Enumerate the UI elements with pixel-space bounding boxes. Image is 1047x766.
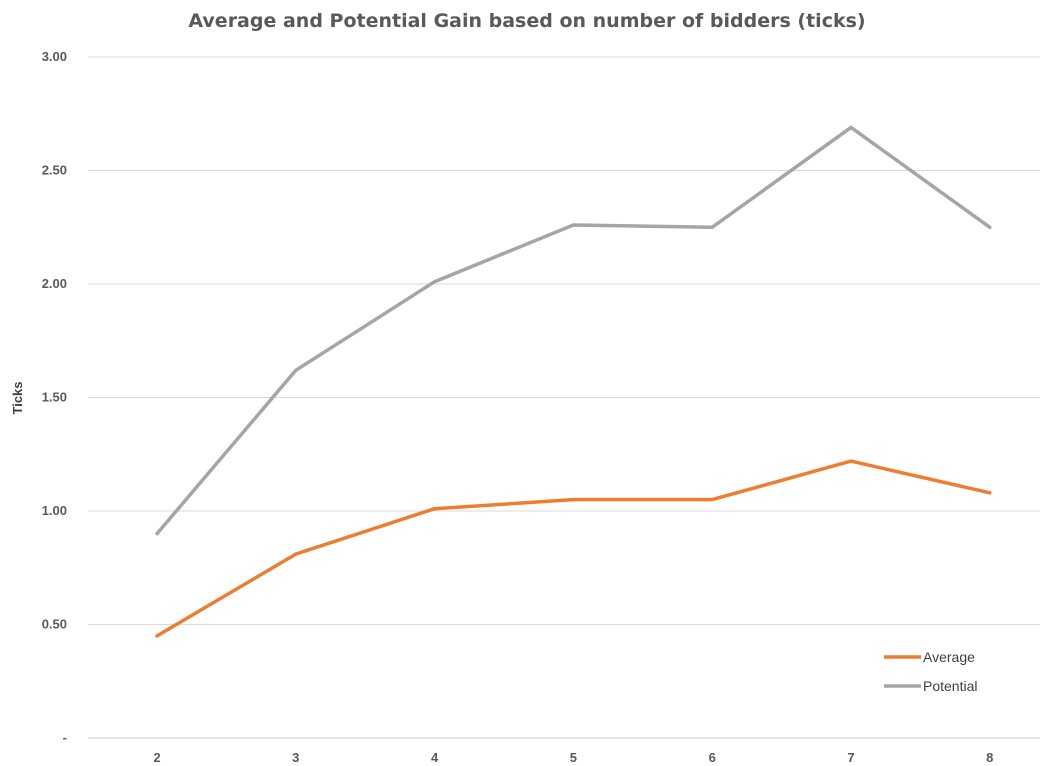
legend-label-average: Average bbox=[923, 649, 975, 665]
y-axis-ticks: - 0.50 1.00 1.50 2.00 2.50 3.00 bbox=[42, 49, 67, 745]
y-tick-label: 1.50 bbox=[42, 390, 67, 405]
y-tick-label: 0.50 bbox=[42, 617, 67, 632]
x-tick-label: 2 bbox=[153, 750, 160, 765]
series-lines bbox=[155, 125, 992, 638]
x-tick-label: 7 bbox=[847, 750, 854, 765]
gridlines bbox=[88, 56, 1040, 739]
y-tick-label: - bbox=[63, 730, 67, 745]
x-tick-label: 4 bbox=[431, 750, 439, 765]
y-tick-label: 2.00 bbox=[42, 276, 67, 291]
y-tick-label: 3.00 bbox=[42, 49, 67, 64]
series-line-potential bbox=[155, 125, 992, 536]
x-tick-label: 6 bbox=[709, 750, 716, 765]
y-axis-label: Ticks bbox=[10, 381, 25, 414]
chart-title: Average and Potential Gain based on numb… bbox=[188, 10, 865, 32]
x-tick-label: 5 bbox=[570, 750, 577, 765]
x-axis-ticks: 2 3 4 5 6 7 8 bbox=[153, 750, 993, 765]
x-tick-label: 8 bbox=[986, 750, 993, 765]
x-tick-label: 3 bbox=[292, 750, 299, 765]
y-tick-label: 2.50 bbox=[42, 163, 67, 178]
y-tick-label: 1.00 bbox=[42, 503, 67, 518]
series-line-average bbox=[155, 459, 992, 638]
legend: Average Potential bbox=[884, 649, 977, 694]
legend-label-potential: Potential bbox=[923, 678, 977, 694]
